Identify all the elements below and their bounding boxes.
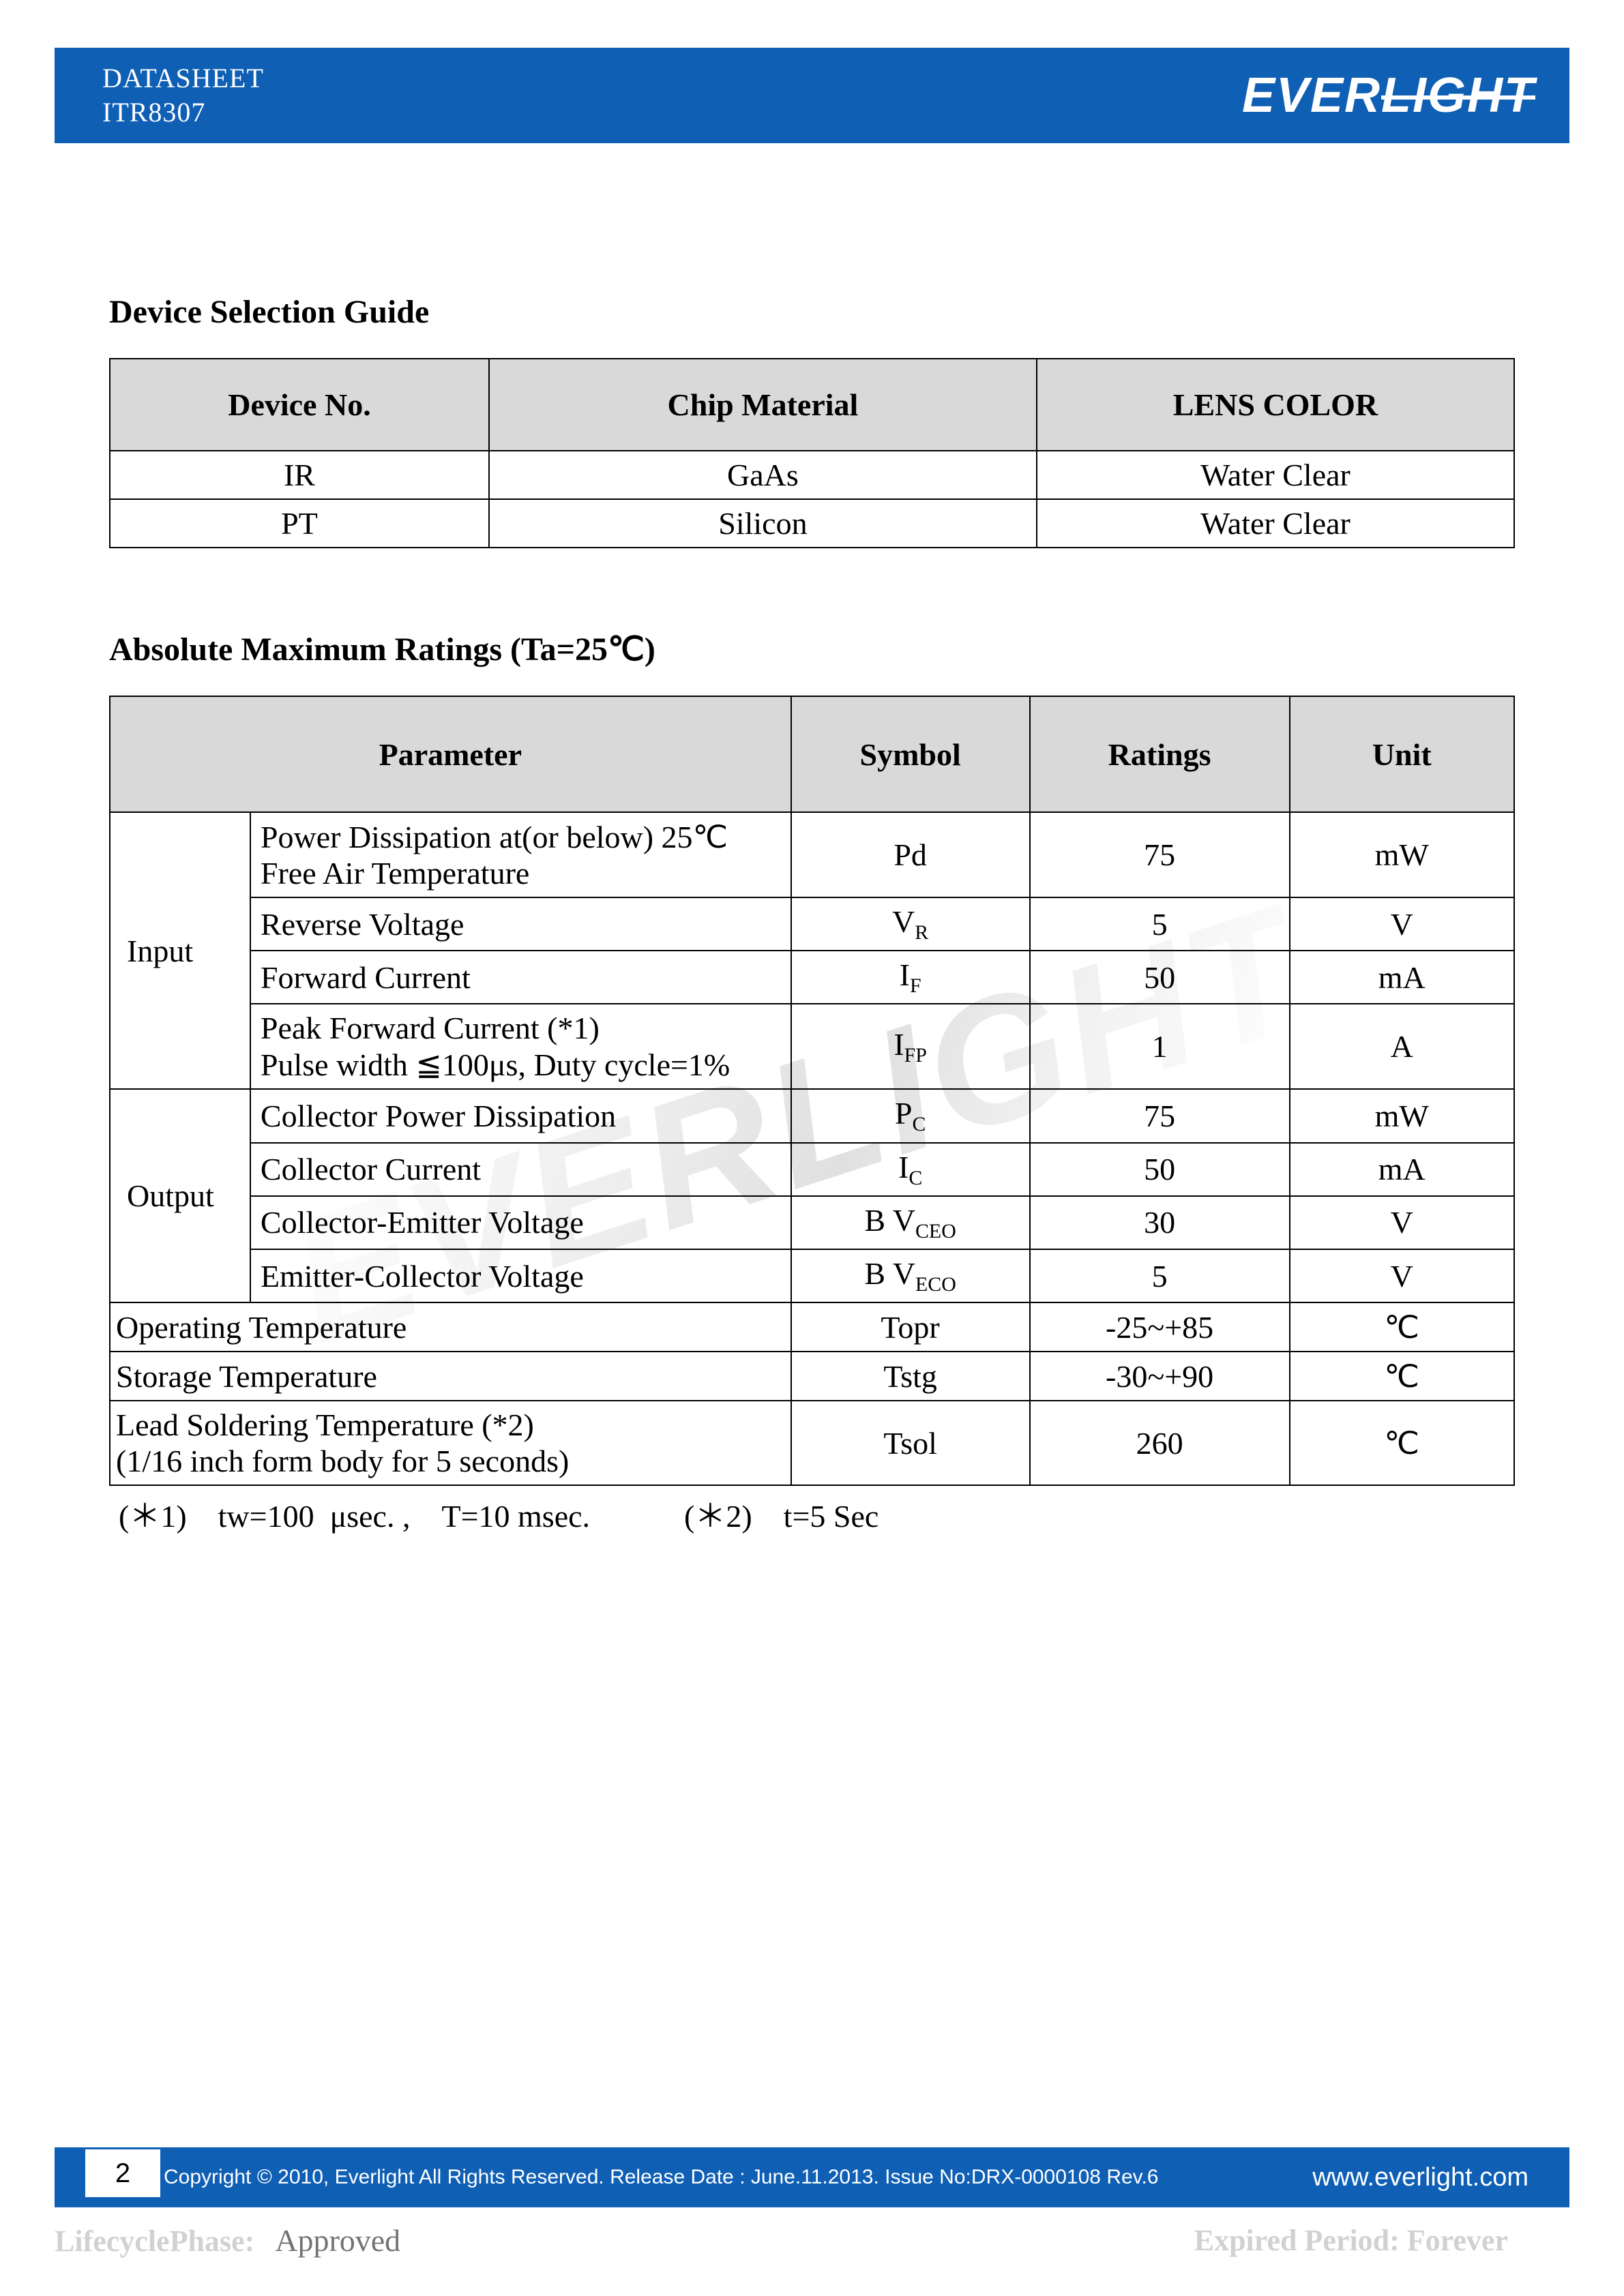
- table-cell: Water Clear: [1037, 499, 1514, 548]
- table-cell: V: [1290, 1249, 1514, 1302]
- table-cell: Lead Soldering Temperature (*2)(1/16 inc…: [110, 1401, 791, 1485]
- t2-col-symbol: Symbol: [791, 696, 1030, 812]
- table-row: Collector CurrentIC50mA: [110, 1143, 1514, 1196]
- table-row: Collector-Emitter VoltageB VCEO30V: [110, 1196, 1514, 1249]
- group-label: Output: [110, 1089, 250, 1302]
- header-title-block: DATASHEET ITR8307: [102, 61, 264, 130]
- section1-title: Device Selection Guide: [109, 293, 1515, 331]
- table-cell: Collector-Emitter Voltage: [250, 1196, 791, 1249]
- table-cell: Storage Temperature: [110, 1352, 791, 1401]
- table-cell: mA: [1290, 951, 1514, 1004]
- page-content: Device Selection Guide Device No.Chip Ma…: [109, 293, 1515, 1536]
- header-line1: DATASHEET: [102, 61, 264, 95]
- table-cell: 260: [1030, 1401, 1290, 1485]
- table-row: Peak Forward Current (*1)Pulse width ≦10…: [110, 1004, 1514, 1089]
- table-cell: IC: [791, 1143, 1030, 1196]
- table-cell: ℃: [1290, 1401, 1514, 1485]
- table-cell: 5: [1030, 1249, 1290, 1302]
- table-cell: B VCEO: [791, 1196, 1030, 1249]
- table-cell: IR: [110, 451, 489, 499]
- header-bar: DATASHEET ITR8307 EVERLIGHT: [55, 48, 1569, 143]
- table-cell: Collector Power Dissipation: [250, 1089, 791, 1142]
- table-cell: 1: [1030, 1004, 1290, 1089]
- table-cell: 75: [1030, 812, 1290, 897]
- table-cell: 30: [1030, 1196, 1290, 1249]
- table-cell: IF: [791, 951, 1030, 1004]
- table-cell: Tsol: [791, 1401, 1030, 1485]
- table-cell: V: [1290, 1196, 1514, 1249]
- group-label: Input: [110, 812, 250, 1089]
- ghost-expired: Expired Period: Forever: [1194, 2223, 1508, 2258]
- table-row: PTSiliconWater Clear: [110, 499, 1514, 548]
- device-selection-table: Device No.Chip MaterialLENS COLOR IRGaAs…: [109, 358, 1515, 548]
- abs-max-ratings-table: Parameter Symbol Ratings Unit InputPower…: [109, 696, 1515, 1486]
- brand-logo: EVERLIGHT: [1242, 68, 1535, 123]
- table-cell: GaAs: [489, 451, 1037, 499]
- footer-copyright: Copyright © 2010, Everlight All Rights R…: [164, 2166, 1158, 2189]
- table-cell: Collector Current: [250, 1143, 791, 1196]
- ghost-approved: Approved: [275, 2222, 400, 2258]
- table-cell: ℃: [1290, 1352, 1514, 1401]
- table-cell: mW: [1290, 1089, 1514, 1142]
- table-cell: Tstg: [791, 1352, 1030, 1401]
- table-cell: Silicon: [489, 499, 1037, 548]
- table-cell: mW: [1290, 812, 1514, 897]
- ghost-lifecycle-label: LifecyclePhase:: [55, 2224, 254, 2258]
- page-number: 2: [85, 2149, 160, 2197]
- table-row: Operating TemperatureTopr-25~+85℃: [110, 1302, 1514, 1352]
- section2-footnote: (＊1) tw=100 μsec. , T=10 msec. (＊2) t=5 …: [109, 1491, 1515, 1536]
- table-cell: Emitter-Collector Voltage: [250, 1249, 791, 1302]
- table-cell: 75: [1030, 1089, 1290, 1142]
- table-cell: Peak Forward Current (*1)Pulse width ≦10…: [250, 1004, 791, 1089]
- table-cell: PC: [791, 1089, 1030, 1142]
- brand-logo-text: EVERLIGHT: [1242, 68, 1535, 123]
- table-cell: Forward Current: [250, 951, 791, 1004]
- t1-col-0: Device No.: [110, 359, 489, 451]
- table-cell: Operating Temperature: [110, 1302, 791, 1352]
- table-row: IRGaAsWater Clear: [110, 451, 1514, 499]
- t2-col-ratings: Ratings: [1030, 696, 1290, 812]
- table-row: Reverse VoltageVR5V: [110, 897, 1514, 951]
- table-row: OutputCollector Power DissipationPC75mW: [110, 1089, 1514, 1142]
- t2-col-parameter: Parameter: [110, 696, 791, 812]
- footer-bar: Copyright © 2010, Everlight All Rights R…: [55, 2147, 1569, 2207]
- table-cell: Pd: [791, 812, 1030, 897]
- t1-col-1: Chip Material: [489, 359, 1037, 451]
- table-cell: A: [1290, 1004, 1514, 1089]
- t1-col-2: LENS COLOR: [1037, 359, 1514, 451]
- table-cell: B VECO: [791, 1249, 1030, 1302]
- section2-title: Absolute Maximum Ratings (Ta=25℃): [109, 630, 1515, 668]
- table-cell: -25~+85: [1030, 1302, 1290, 1352]
- table-cell: 50: [1030, 1143, 1290, 1196]
- table-row: Emitter-Collector VoltageB VECO5V: [110, 1249, 1514, 1302]
- table-cell: 50: [1030, 951, 1290, 1004]
- table-row: Lead Soldering Temperature (*2)(1/16 inc…: [110, 1401, 1514, 1485]
- table-row: Forward CurrentIF50mA: [110, 951, 1514, 1004]
- t2-col-unit: Unit: [1290, 696, 1514, 812]
- table-cell: V: [1290, 897, 1514, 951]
- ghost-footer-row: LifecyclePhase: Approved Expired Period:…: [55, 2222, 1569, 2258]
- table-cell: Topr: [791, 1302, 1030, 1352]
- table-cell: 5: [1030, 897, 1290, 951]
- footer-url: www.everlight.com: [1312, 2163, 1529, 2192]
- table-cell: -30~+90: [1030, 1352, 1290, 1401]
- table-cell: Water Clear: [1037, 451, 1514, 499]
- table-cell: PT: [110, 499, 489, 548]
- table-cell: IFP: [791, 1004, 1030, 1089]
- table-row: InputPower Dissipation at(or below) 25℃ …: [110, 812, 1514, 897]
- header-line2: ITR8307: [102, 95, 264, 130]
- table-cell: Reverse Voltage: [250, 897, 791, 951]
- table-cell: Power Dissipation at(or below) 25℃ Free …: [250, 812, 791, 897]
- table-cell: VR: [791, 897, 1030, 951]
- table-cell: ℃: [1290, 1302, 1514, 1352]
- table-row: Storage TemperatureTstg-30~+90℃: [110, 1352, 1514, 1401]
- table-cell: mA: [1290, 1143, 1514, 1196]
